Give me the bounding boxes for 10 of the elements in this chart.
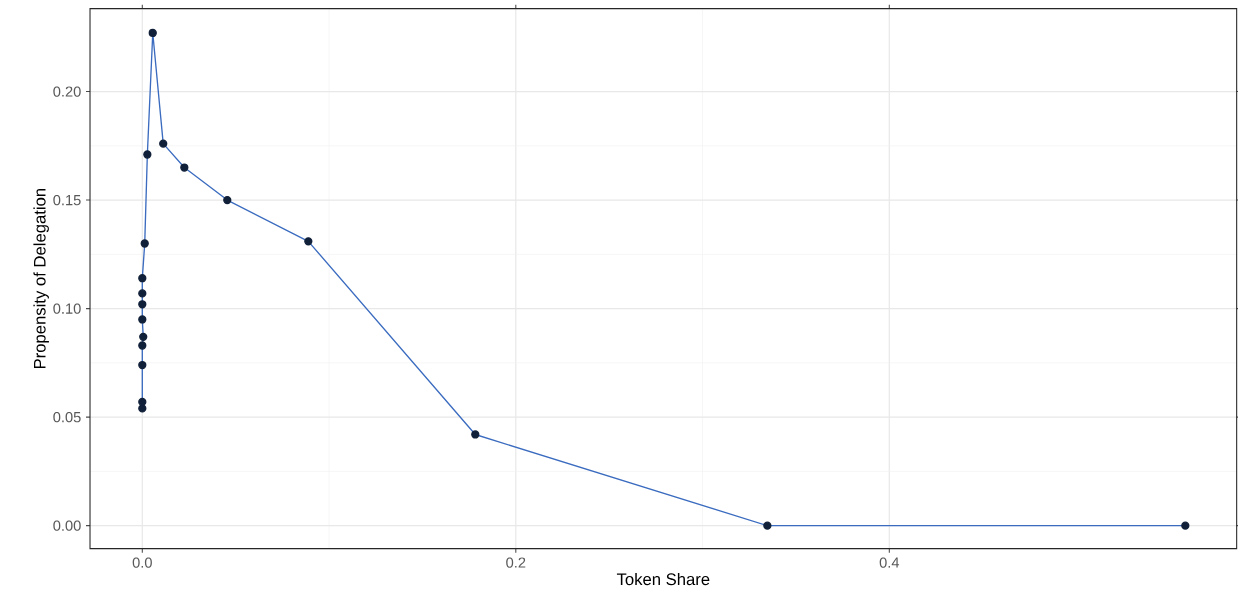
x-tick-label: 0.0: [132, 557, 152, 568]
x-axis-title: Token Share: [616, 572, 710, 586]
x-tick-label: 0.4: [879, 557, 900, 568]
y-tick-label: 0.15: [53, 194, 81, 206]
x-tick-label: 0.2: [506, 557, 526, 568]
y-tick-label: 0.05: [53, 411, 81, 423]
y-tick-label: 0.10: [53, 303, 81, 314]
y-tick-label: 0.20: [53, 86, 81, 97]
y-tick-label: 0.00: [53, 520, 81, 531]
y-axis-title: Propensity of Delegation: [33, 188, 49, 369]
